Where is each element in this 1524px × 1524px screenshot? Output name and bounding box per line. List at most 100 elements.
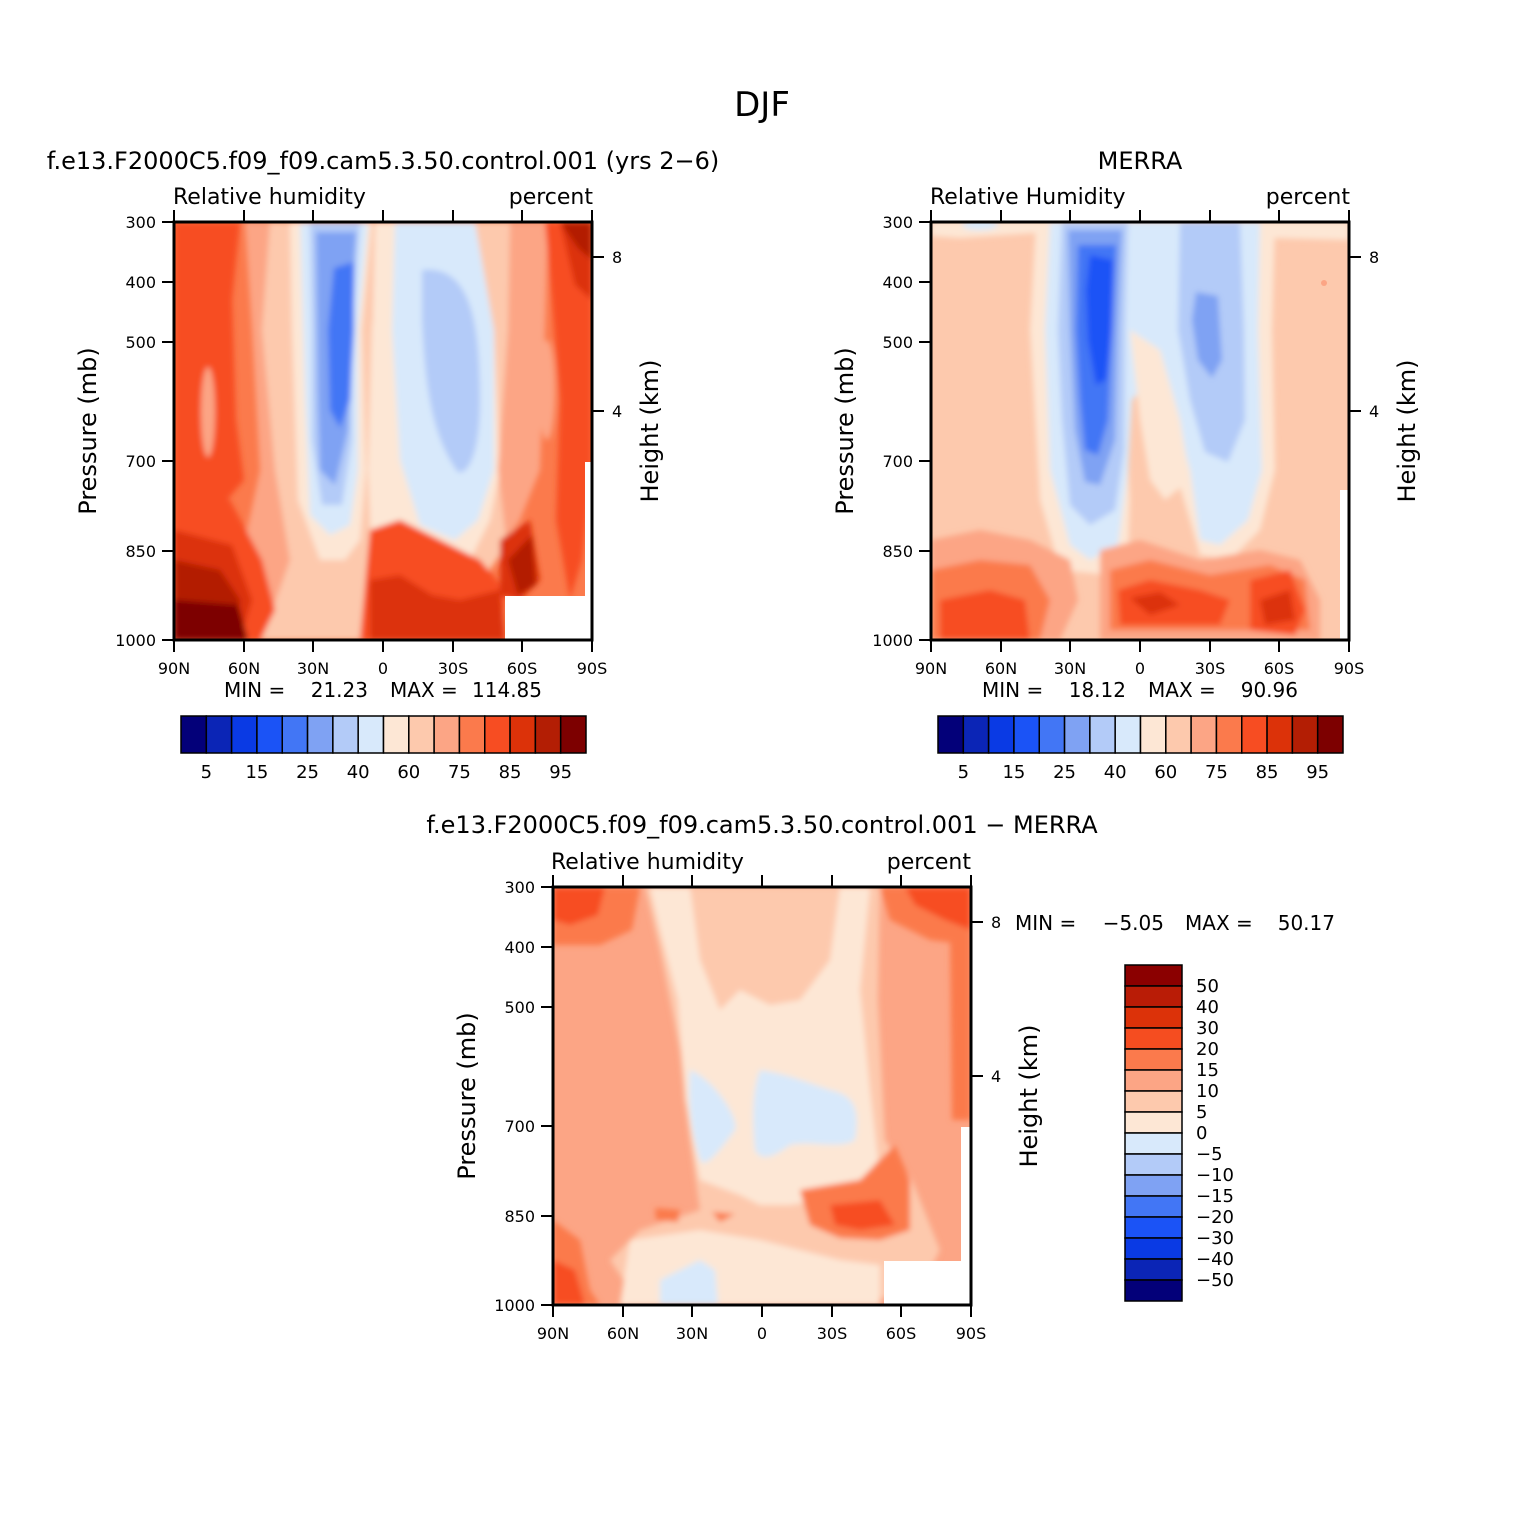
right-string: percent	[509, 185, 594, 210]
colorbar-box	[1316, 715, 1344, 754]
height-tick-label: 4	[991, 1067, 1001, 1086]
min-max: MIN = 18.12 MAX = 90.96	[982, 678, 1298, 702]
colorbar-box	[357, 715, 385, 754]
colorbar-label: −10	[1196, 1165, 1234, 1186]
colorbar-box	[509, 715, 537, 754]
colorbar-box	[408, 715, 435, 754]
min-max: MIN = 21.23 MAX = 114.85	[224, 678, 542, 702]
colorbar-label: 75	[448, 762, 471, 783]
colorbar-box	[306, 715, 334, 754]
y-tick-label: 500	[125, 333, 156, 352]
y-axis-label-right: Height (km)	[636, 360, 664, 503]
colorbar-box	[484, 715, 511, 754]
colorbar-label: −30	[1196, 1228, 1234, 1249]
colorbar-label: 5	[1196, 1102, 1207, 1123]
y-axis-label-right: Height (km)	[1393, 360, 1421, 503]
colorbar-label: 95	[549, 762, 572, 783]
x-tick-label: 60S	[886, 1324, 917, 1343]
y-tick-label: 400	[504, 938, 535, 957]
colorbar-box	[230, 715, 258, 754]
colorbar-label: 15	[1002, 762, 1025, 783]
colorbar-box	[1013, 715, 1040, 754]
colorbar-box	[1124, 1279, 1183, 1302]
right-string: percent	[1266, 185, 1351, 210]
colorbar-label: −40	[1196, 1249, 1234, 1270]
colorbar-label: 40	[1196, 997, 1219, 1018]
panel-difference: f.e13.F2000C5.f09_f09.cam5.3.50.control.…	[426, 811, 1335, 1343]
x-tick-label: 30S	[817, 1324, 848, 1343]
colorbar-box	[1124, 964, 1183, 987]
contour-field	[931, 222, 1349, 640]
colorbar-label: 85	[1256, 762, 1279, 783]
y-tick-label: 1000	[872, 631, 913, 650]
colorbar-box	[433, 715, 461, 754]
y-axis-label: Pressure (mb)	[74, 347, 102, 514]
y-tick-label: 850	[882, 542, 913, 561]
max-label: MAX =	[390, 678, 458, 702]
height-tick-label: 4	[612, 402, 622, 421]
y-tick-label: 700	[882, 452, 913, 471]
y-tick-label: 400	[882, 273, 913, 292]
y-axis-label-right: Height (km)	[1015, 1025, 1043, 1168]
colorbar-box	[1266, 715, 1294, 754]
colorbar-label: 40	[347, 762, 370, 783]
height-tick-label: 4	[1369, 402, 1379, 421]
y-tick-label: 500	[882, 333, 913, 352]
x-tick-label: 60S	[507, 659, 538, 678]
colorbar-box	[1124, 1195, 1183, 1218]
panel-merra: MERRA Relative Humidity percent	[831, 147, 1421, 783]
x-tick-label: 90N	[537, 1324, 569, 1343]
colorbar-box	[1165, 715, 1192, 754]
min-label: MIN =	[982, 678, 1043, 702]
colorbar-box	[534, 715, 562, 754]
colorbar-box	[1124, 1216, 1183, 1239]
x-tick-label: 90N	[915, 659, 947, 678]
panel-title: MERRA	[1098, 147, 1183, 175]
y-axis-label: Pressure (mb)	[831, 347, 859, 514]
panel-title: f.e13.F2000C5.f09_f09.cam5.3.50.control.…	[47, 147, 720, 175]
min-label: MIN =	[1015, 911, 1076, 935]
min-label: MIN =	[224, 678, 285, 702]
colorbar: 5 15 25 40 60 75 85 95	[180, 715, 587, 783]
colorbar-box	[1215, 715, 1243, 754]
colorbar-label: −15	[1196, 1186, 1234, 1207]
x-tick-label: 60N	[607, 1324, 639, 1343]
y-tick-labels: 300 400 500 700 850 1000	[115, 213, 156, 650]
max-value: 90.96	[1241, 678, 1298, 702]
colorbar-label: 40	[1104, 762, 1127, 783]
x-tick-labels: 90N 60N 30N 0 30S 60S 90S	[915, 659, 1364, 678]
x-ticks	[162, 210, 604, 652]
y-tick-labels: 300 400 500 700 850 1000	[872, 213, 913, 650]
contour-field	[553, 887, 971, 1305]
colorbar-box	[1124, 1006, 1183, 1029]
colorbar-label: −5	[1196, 1144, 1223, 1165]
height-tick-labels: 8 4	[1369, 248, 1379, 421]
y-tick-label: 700	[504, 1117, 535, 1136]
x-ticks	[919, 210, 1361, 652]
colorbar-box	[1124, 1027, 1183, 1050]
y-tick-label: 1000	[115, 631, 156, 650]
colorbar-label: −20	[1196, 1207, 1234, 1228]
colorbar-label: 30	[1196, 1018, 1219, 1039]
panel-model: f.e13.F2000C5.f09_f09.cam5.3.50.control.…	[47, 147, 720, 783]
y-axis-label: Pressure (mb)	[453, 1012, 481, 1179]
x-tick-labels: 90N 60N 30N 0 30S 60S 90S	[158, 659, 607, 678]
panel-title: f.e13.F2000C5.f09_f09.cam5.3.50.control.…	[426, 811, 1098, 839]
x-tick-label: 60N	[985, 659, 1017, 678]
colorbar-box	[382, 715, 410, 754]
y-tick-label: 500	[504, 998, 535, 1017]
colorbar-box	[256, 715, 283, 754]
min-value: −5.05	[1103, 911, 1164, 935]
max-label: MAX =	[1185, 911, 1253, 935]
colorbar-box	[1139, 715, 1167, 754]
colorbar-label: 10	[1196, 1081, 1219, 1102]
min-value: 21.23	[311, 678, 368, 702]
colorbar-box	[1241, 715, 1268, 754]
x-tick-label: 30S	[438, 659, 469, 678]
colorbar-label: 0	[1196, 1123, 1207, 1144]
x-tick-label: 30N	[1054, 659, 1086, 678]
colorbar-box	[281, 715, 309, 754]
y-tick-label: 700	[125, 452, 156, 471]
